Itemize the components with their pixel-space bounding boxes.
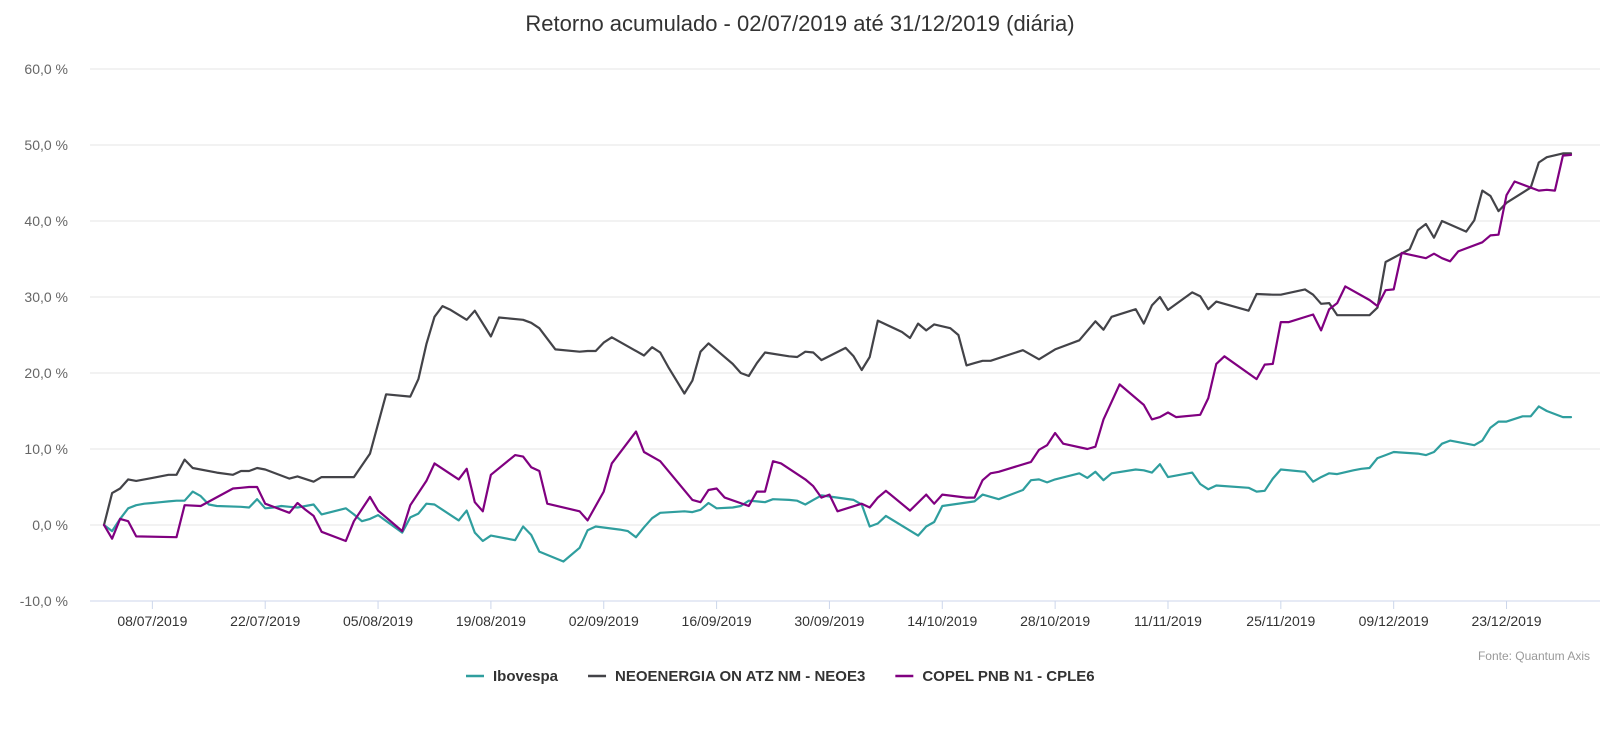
legend-label: NEOENERGIA ON ATZ NM - NEOE3 [615,668,865,685]
y-axis: -10,0 % 0,0 % 10,0 % 20,0 % 30,0 % 40,0 % 50,0… [20,61,68,609]
legend-item-0[interactable]: Ibovespa [466,668,559,685]
x-tick-label: 14/10/2019 [907,613,977,629]
x-tick-label: 25/11/2019 [1246,613,1315,629]
x-axis: 08/07/2019 22/07/2019 05/08/2019 19/08/2019… [90,600,1600,629]
x-tick-label: 16/09/2019 [682,613,752,629]
chart-credit: Fonte: Quantum Axis [1478,649,1590,663]
legend-label: COPEL PNB N1 - CPLE6 [922,668,1094,685]
grid [90,68,1600,526]
x-tick-label: 19/08/2019 [456,613,526,629]
x-tick-label: 30/09/2019 [794,613,864,629]
legend-label: Ibovespa [493,668,559,685]
series-line-1 [102,152,1573,527]
x-tick-label: 08/07/2019 [117,613,187,629]
y-tick-label: 40,0 % [24,213,68,229]
series-lines [102,152,1573,563]
chart-title: Retorno acumulado - 02/07/2019 até 31/12… [525,11,1074,36]
legend: Ibovespa NEOENERGIA ON ATZ NM - NEOE3 COPE… [466,668,1095,685]
y-tick-label: 20,0 % [24,365,68,381]
x-tick-label: 02/09/2019 [569,613,639,629]
x-tick-label: 23/12/2019 [1471,613,1541,629]
x-tick-label: 05/08/2019 [343,613,413,629]
y-tick-label: 50,0 % [24,137,68,153]
series-line-0 [102,405,1573,563]
legend-item-2[interactable]: COPEL PNB N1 - CPLE6 [895,668,1095,685]
x-tick-label: 28/10/2019 [1020,613,1090,629]
legend-item-1[interactable]: NEOENERGIA ON ATZ NM - NEOE3 [588,668,865,685]
y-tick-label: -10,0 % [20,593,68,609]
x-tick-label: 22/07/2019 [230,613,300,629]
series-line-2 [102,153,1573,543]
y-tick-label: 30,0 % [24,289,68,305]
x-tick-label: 11/11/2019 [1134,613,1202,629]
x-tick-label: 09/12/2019 [1359,613,1429,629]
y-tick-label: 0,0 % [32,517,68,533]
y-tick-label: 60,0 % [24,61,68,77]
y-tick-label: 10,0 % [24,441,68,457]
